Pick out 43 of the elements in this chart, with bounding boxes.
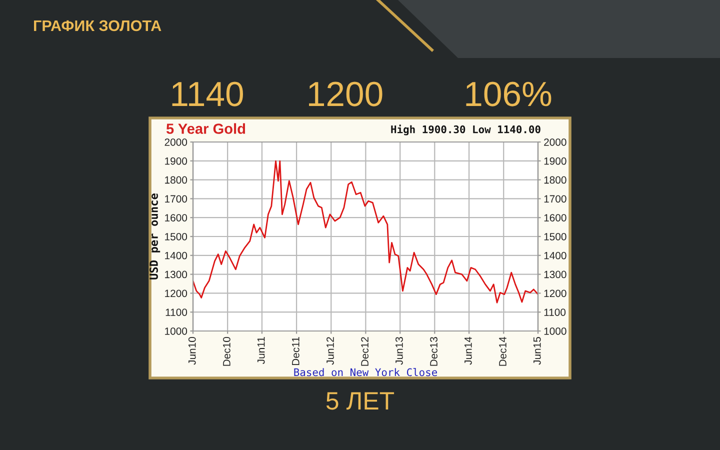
x-tick-label: Jun11 [257, 337, 265, 364]
x-tick-label: Jun12 [326, 337, 334, 365]
x-tick-label: Jun15 [534, 336, 541, 365]
x-tick-label: Jun13 [395, 337, 403, 365]
y2-tick-label: 1000 [544, 328, 566, 335]
y-tick-label: 1100 [166, 308, 188, 316]
x-tick-label: Dec14 [499, 336, 506, 366]
text: ГРАФИК ЗОЛОТА [34, 20, 162, 32]
line-series [193, 160, 538, 304]
x-tick-label: Dec13 [430, 337, 438, 366]
y-axis-title: USD per ounce [150, 193, 160, 280]
text: 1200 [309, 82, 382, 106]
y2-tick-label: 1200 [544, 290, 566, 298]
y2-tick-label: 1500 [544, 233, 566, 240]
x-tick-label: Jun10 [188, 336, 196, 365]
y-tick-label: 1600 [165, 214, 188, 222]
y2-tick-label: 1300 [544, 270, 566, 278]
y-tick-label: 1300 [165, 270, 188, 278]
y-tick-label: 1400 [165, 252, 188, 260]
text: 5 ЛЕТ [326, 392, 394, 410]
y2-tick-label: 2000 [544, 138, 566, 146]
y-tick-label: 1200 [165, 290, 188, 298]
y-tick-label: 1800 [165, 176, 188, 184]
x-axis-title: Based on New York Close [294, 368, 438, 376]
y2-tick-label: 1600 [544, 214, 566, 222]
x-tick-label: Dec12 [361, 337, 368, 366]
chart-title: 5 Year Gold [166, 123, 246, 134]
y-tick-label: 1700 [165, 195, 188, 203]
x-tick-label: Jun14 [464, 336, 472, 365]
y2-tick-label: 1100 [544, 308, 566, 316]
chart-subtitle: High 1900.30 Low 1140.00 [391, 124, 540, 136]
y2-tick-label: 1800 [544, 176, 566, 184]
x-tick-label: Dec10 [222, 336, 230, 366]
y2-tick-label: 1400 [544, 252, 566, 260]
text: 1140 [172, 82, 243, 106]
x-tick-label: Dec11 [292, 337, 300, 366]
y-tick-label: 1900 [165, 157, 188, 165]
y2-tick-label: 1700 [544, 195, 566, 203]
y-tick-label: 1500 [165, 233, 188, 240]
y-tick-label: 1000 [165, 328, 188, 335]
y-tick-label: 2000 [164, 138, 188, 146]
y2-tick-label: 1900 [544, 157, 566, 165]
text: 106% [466, 82, 552, 106]
